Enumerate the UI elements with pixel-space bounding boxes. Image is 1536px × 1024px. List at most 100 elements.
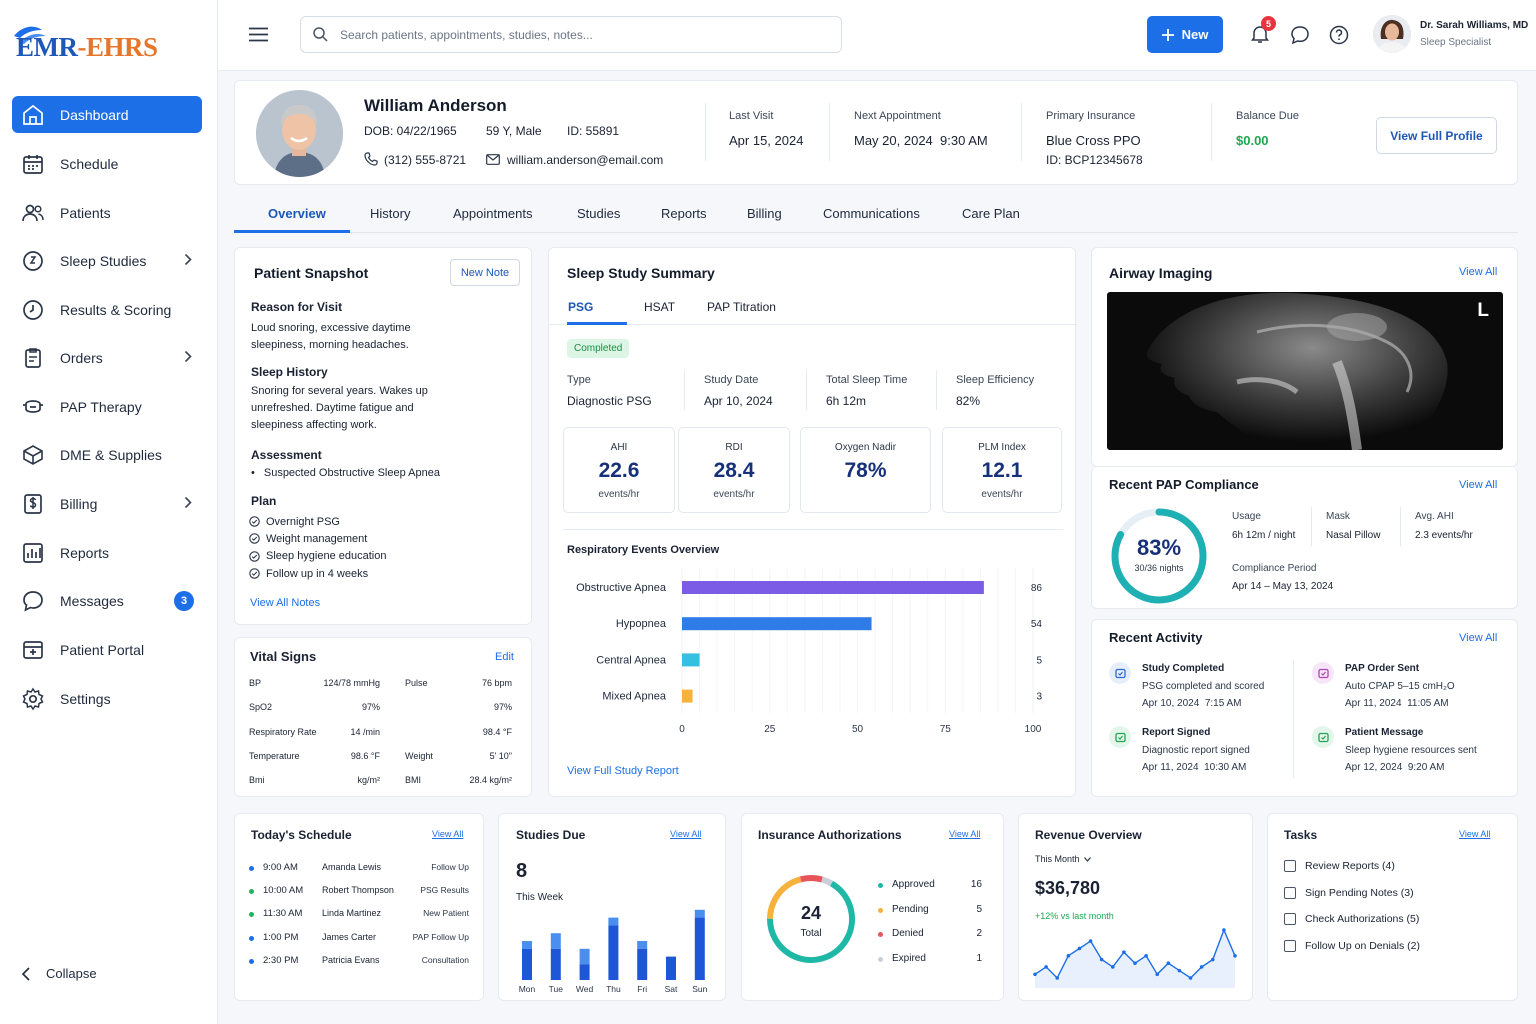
vitals-edit-link[interactable]: Edit: [495, 651, 514, 663]
activity-item[interactable]: PAP Order Sent Auto CPAP 5–15 cmH₂O Apr 11…: [1345, 660, 1455, 713]
order-icon-glyph: [1317, 668, 1329, 678]
search-input[interactable]: Search patients, appointments, studies, …: [300, 16, 842, 53]
tab-communications[interactable]: Communications: [823, 206, 920, 221]
revenue-point: [1044, 965, 1048, 969]
schedule-type: New Patient: [423, 908, 469, 919]
activity-item[interactable]: Study Completed PSG completed and scored A…: [1142, 660, 1264, 713]
task-item[interactable]: Follow Up on Denials (2): [1284, 939, 1420, 952]
mri-sagittal-head-image: [1146, 292, 1448, 450]
task-checkbox[interactable]: [1284, 886, 1296, 899]
view-all-notes-link[interactable]: View All Notes: [250, 597, 321, 609]
task-label: Review Reports (4): [1305, 860, 1395, 872]
day-label: Mon: [519, 984, 536, 992]
task-item[interactable]: Check Authorizations (5): [1284, 913, 1419, 925]
chevron-right-icon: [184, 496, 192, 509]
metric-value: 12.1: [981, 459, 1023, 482]
airway-mri-image[interactable]: L: [1107, 292, 1503, 450]
day-label: Tue: [549, 984, 564, 992]
revenue-point: [1066, 954, 1071, 958]
schedule-row[interactable]: 11:30 AM Linda Martinez New Patient: [249, 908, 471, 922]
studies-due-view-all-link[interactable]: View All: [670, 829, 702, 839]
tasks-view-all-link[interactable]: View All: [1459, 829, 1491, 839]
hamburger-menu-icon[interactable]: [249, 27, 268, 42]
studies-bar-dark: [694, 917, 705, 980]
revenue-period-select[interactable]: This Month: [1035, 854, 1091, 864]
task-checkbox[interactable]: [1284, 860, 1296, 872]
metric-value: 28.4: [713, 459, 755, 482]
sidebar-item-sleep-studies[interactable]: Sleep Studies: [12, 242, 202, 279]
sidebar-item-patient-portal[interactable]: Patient Portal: [12, 631, 202, 668]
reason-text: Loud snoring, excessive daytime sleepine…: [251, 320, 411, 354]
check-circle-icon: [249, 533, 260, 545]
app-logo[interactable]: EMR-EHRS: [12, 26, 158, 62]
tab-appointments[interactable]: Appointments: [453, 206, 533, 221]
tab-reports[interactable]: Reports: [661, 206, 707, 221]
user-avatar[interactable]: [1373, 15, 1411, 53]
schedule-row[interactable]: 2:30 PM Patricia Evans Consultation: [249, 955, 471, 969]
vital-value: 14 /min: [350, 726, 380, 737]
sidebar-item-results-scoring[interactable]: Results & Scoring: [12, 291, 202, 328]
tab-history[interactable]: History: [370, 206, 411, 221]
tab-studies[interactable]: Studies: [577, 206, 621, 221]
chevron-right-icon: [184, 350, 192, 363]
new-button[interactable]: New: [1147, 16, 1223, 53]
vital-value: 5' 10": [489, 750, 512, 761]
chevron-left-icon: [21, 966, 30, 981]
sidebar-item-settings[interactable]: Settings: [12, 680, 202, 717]
schedule-type: PSG Results: [420, 885, 469, 896]
tab-overview[interactable]: Overview: [268, 206, 326, 221]
sidebar-item-billing[interactable]: Billing: [12, 485, 202, 522]
subtab-hsat[interactable]: HSAT: [644, 300, 676, 314]
sleep-efficiency-value: 82%: [956, 394, 981, 408]
view-full-study-report-link[interactable]: View Full Study Report: [567, 765, 679, 777]
day-label: Wed: [576, 984, 594, 992]
activity-item[interactable]: Patient Message Sleep hygiene resources s…: [1345, 724, 1477, 777]
revenue-point: [1122, 950, 1126, 954]
sidebar-item-orders[interactable]: Orders: [12, 339, 202, 376]
airway-view-all-link[interactable]: View All: [1459, 266, 1498, 278]
activity-view-all-link[interactable]: View All: [1459, 632, 1498, 644]
portal-icon: [23, 640, 43, 659]
new-button-label: New: [1181, 27, 1209, 42]
tab-care-plan[interactable]: Care Plan: [962, 206, 1020, 221]
notifications-button[interactable]: 5: [1250, 16, 1276, 44]
auth-legend-count: 16: [970, 879, 982, 890]
activity-desc: Auto CPAP 5–15 cmH₂O: [1345, 680, 1455, 692]
chat-bubble-icon[interactable]: [1290, 25, 1310, 45]
sidebar-item-schedule[interactable]: Schedule: [12, 145, 202, 182]
sidebar-item-messages[interactable]: Messages 3: [12, 582, 202, 619]
sidebar-item-dme-supplies[interactable]: DME & Supplies: [12, 436, 202, 473]
task-checkbox[interactable]: [1284, 913, 1296, 925]
task-item[interactable]: Sign Pending Notes (3): [1284, 886, 1414, 899]
study-icon-glyph: [1114, 668, 1126, 678]
sidebar-item-dashboard[interactable]: Dashboard: [12, 96, 202, 133]
history-line-2: unrefreshed. Daytime fatigue and: [251, 402, 414, 414]
task-item[interactable]: Review Reports (4): [1284, 860, 1395, 872]
assessment-item: • Suspected Obstructive Sleep Apnea: [251, 467, 440, 479]
activity-item[interactable]: Report Signed Diagnostic report signed Apr…: [1142, 724, 1250, 777]
sidebar-item-label: PAP Therapy: [60, 398, 142, 415]
collapse-button[interactable]: Collapse: [20, 966, 97, 981]
check-circle-icon: [249, 516, 260, 527]
view-full-profile-button[interactable]: View Full Profile: [1376, 117, 1497, 154]
patient-phone[interactable]: (312) 555-8721: [384, 153, 467, 167]
schedule-type: Follow Up: [431, 862, 469, 872]
category-label: Obstructive Apnea: [576, 582, 667, 594]
sidebar-item-reports[interactable]: Reports: [12, 534, 202, 571]
reason-title: Reason for Visit: [251, 300, 343, 314]
sidebar-item-patients[interactable]: Patients: [12, 194, 202, 231]
subtab-pap-titration[interactable]: PAP Titration: [707, 300, 776, 314]
compliance-view-all-link[interactable]: View All: [1459, 479, 1498, 491]
patient-email[interactable]: william.anderson@email.com: [507, 153, 664, 167]
auth-view-all-link[interactable]: View All: [949, 829, 981, 839]
schedule-row[interactable]: 1:00 PM James Carter PAP Follow Up: [249, 932, 471, 946]
task-checkbox[interactable]: [1284, 939, 1296, 952]
help-icon[interactable]: [1329, 25, 1349, 45]
schedule-row[interactable]: 9:00 AM Amanda Lewis Follow Up: [249, 862, 471, 876]
subtab-psg[interactable]: PSG: [568, 300, 594, 314]
tab-billing[interactable]: Billing: [747, 206, 782, 221]
new-note-button[interactable]: New Note: [450, 259, 520, 286]
schedule-view-all-link[interactable]: View All: [432, 829, 464, 839]
schedule-row[interactable]: 10:00 AM Robert Thompson PSG Results: [249, 885, 471, 899]
sidebar-item-pap-therapy[interactable]: PAP Therapy: [12, 388, 202, 425]
